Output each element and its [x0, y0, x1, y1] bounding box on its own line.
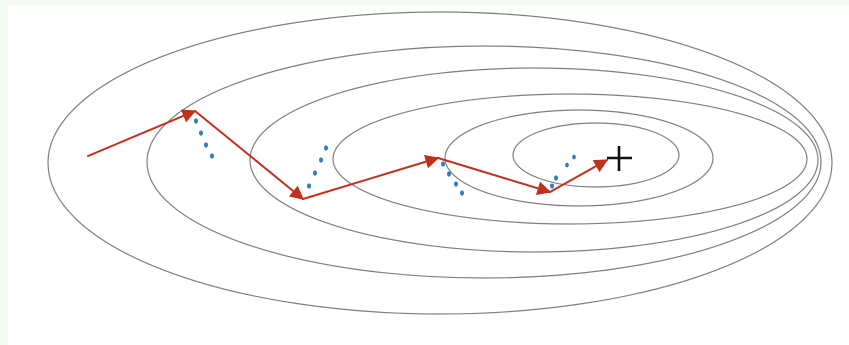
contour-5 [444, 109, 714, 207]
dot-group-5 [565, 154, 576, 168]
path-segment-1 [87, 109, 197, 157]
plus-icon [607, 146, 632, 171]
contour-3 [249, 67, 819, 253]
path-segment-2 [194, 110, 305, 200]
contour-4 [332, 93, 808, 225]
dot-group-3 [441, 161, 464, 196]
dot-group-2 [307, 145, 328, 189]
path-segment-5 [549, 159, 609, 193]
path-segment-4 [437, 157, 552, 196]
contour-6 [512, 122, 680, 188]
contour-2 [146, 45, 822, 279]
path-segment-3 [302, 154, 440, 200]
contour-1 [47, 11, 833, 315]
